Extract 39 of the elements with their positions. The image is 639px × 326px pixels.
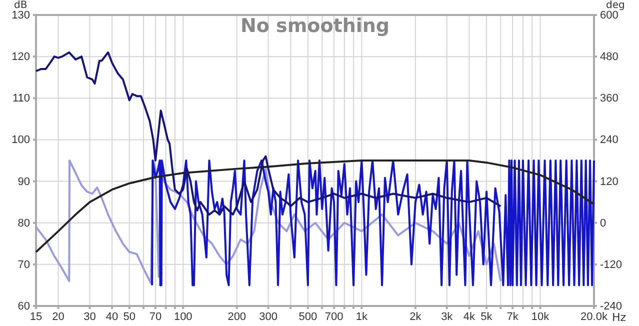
y2-tick-label: 240 [600,134,618,146]
x-tick-label: 10k [531,310,550,323]
y-tick-label: 80 [18,217,30,230]
y-tick-label: 70 [18,258,30,271]
y2-axis-title: deg [606,0,625,11]
chart-title: No smoothing [240,15,390,37]
y-tick-label: 110 [12,92,30,105]
x-tick-label: 20.0k [580,310,608,323]
x-tick-label: 30 [84,310,96,323]
y2-tick-label: 0 [600,217,606,230]
y2-tick-label: 480 [600,51,618,64]
x-tick-label: 7k [506,310,519,323]
y2-tick-label: 600 [600,10,618,22]
x-tick-label: 500 [298,310,318,323]
y2-tick-label: 360 [600,92,618,105]
x-tick-label: 3k [441,310,454,323]
x-tick-label: 20 [52,310,64,323]
y2-tick-label: -120 [600,258,622,271]
y-tick-label: 90 [18,176,30,188]
y-axis-title: dB [14,0,28,11]
x-tick-label: 40 [106,310,118,323]
y-tick-label: 60 [18,300,30,313]
x-tick-label: 15 [30,310,42,323]
y-tick-label: 130 [12,10,30,22]
x-tick-label: 300 [259,310,278,323]
x-tick-label: 70 [149,310,162,323]
x-tick-label: 700 [324,310,344,323]
y-tick-label: 120 [12,51,30,64]
x-tick-label: 4k [463,310,476,323]
y2-tick-label: -240 [600,300,622,313]
x-tick-label: 100 [174,310,192,323]
x-tick-label: 200 [228,310,246,323]
x-axis-title: Hz [612,311,626,324]
x-tick-label: 2k [410,310,422,323]
x-tick-label: 1k [356,310,368,323]
y2-tick-label: 120 [600,176,618,188]
x-tick-label: 50 [123,310,136,323]
x-tick-label: 5k [480,310,493,323]
y-tick-label: 100 [12,134,30,146]
